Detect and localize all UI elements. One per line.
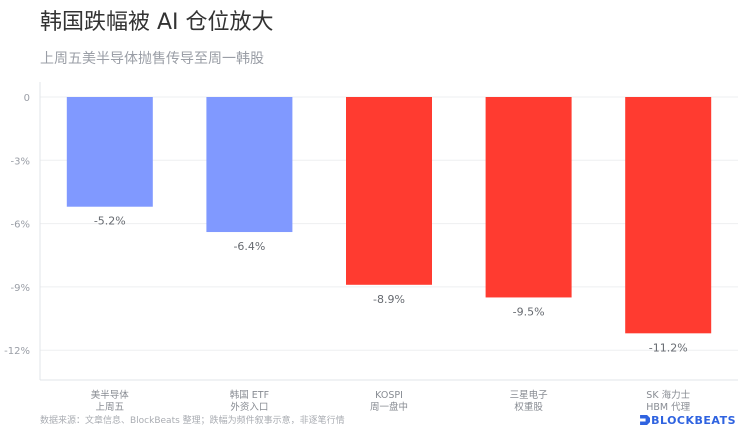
data-label: -8.9% bbox=[373, 293, 405, 306]
data-label: -5.2% bbox=[94, 215, 126, 228]
bar bbox=[346, 97, 432, 285]
x-tick-label: HBM 代理 bbox=[646, 402, 690, 413]
x-tick-label: SK 海力士 bbox=[646, 389, 690, 401]
x-tick-label: 外资入口 bbox=[230, 401, 268, 413]
bar bbox=[625, 97, 712, 334]
bar bbox=[206, 97, 293, 233]
brand-name: BLOCKBEATS bbox=[651, 414, 736, 427]
x-tick-label: 韩国 ETF bbox=[230, 389, 269, 401]
chart-title: 韩国跌幅被 AI 仓位放大 bbox=[40, 10, 274, 35]
x-tick-label: 三星电子 bbox=[510, 389, 549, 401]
bar bbox=[485, 97, 572, 298]
y-tick-label: -9% bbox=[11, 283, 30, 294]
chart-subtitle: 上周五美半导体抛售传导至周一韩股 bbox=[40, 51, 264, 67]
bar bbox=[66, 97, 153, 207]
x-tick-label: 上周五 bbox=[96, 402, 125, 413]
y-tick-label: -12% bbox=[4, 346, 30, 357]
data-label: -6.4% bbox=[233, 240, 265, 253]
brand-logo: BLOCKBEATS bbox=[640, 414, 736, 427]
source-note: 数据来源：文章信息、BlockBeats 整理；跌幅为频件叙事示意，非逐笔行情 bbox=[40, 416, 345, 426]
data-label: -9.5% bbox=[513, 305, 545, 318]
y-tick-label: 0 bbox=[24, 93, 30, 104]
data-label: -11.2% bbox=[649, 341, 688, 354]
x-tick-label: 权重股 bbox=[514, 401, 543, 413]
y-tick-label: -3% bbox=[11, 156, 30, 167]
blockbeats-logo-icon bbox=[640, 415, 651, 425]
x-tick-label: 美半导体 bbox=[91, 389, 130, 401]
y-tick-label: -6% bbox=[11, 220, 30, 231]
x-tick-label: 周一盘中 bbox=[370, 401, 408, 413]
x-tick-label: KOSPI bbox=[375, 390, 403, 401]
